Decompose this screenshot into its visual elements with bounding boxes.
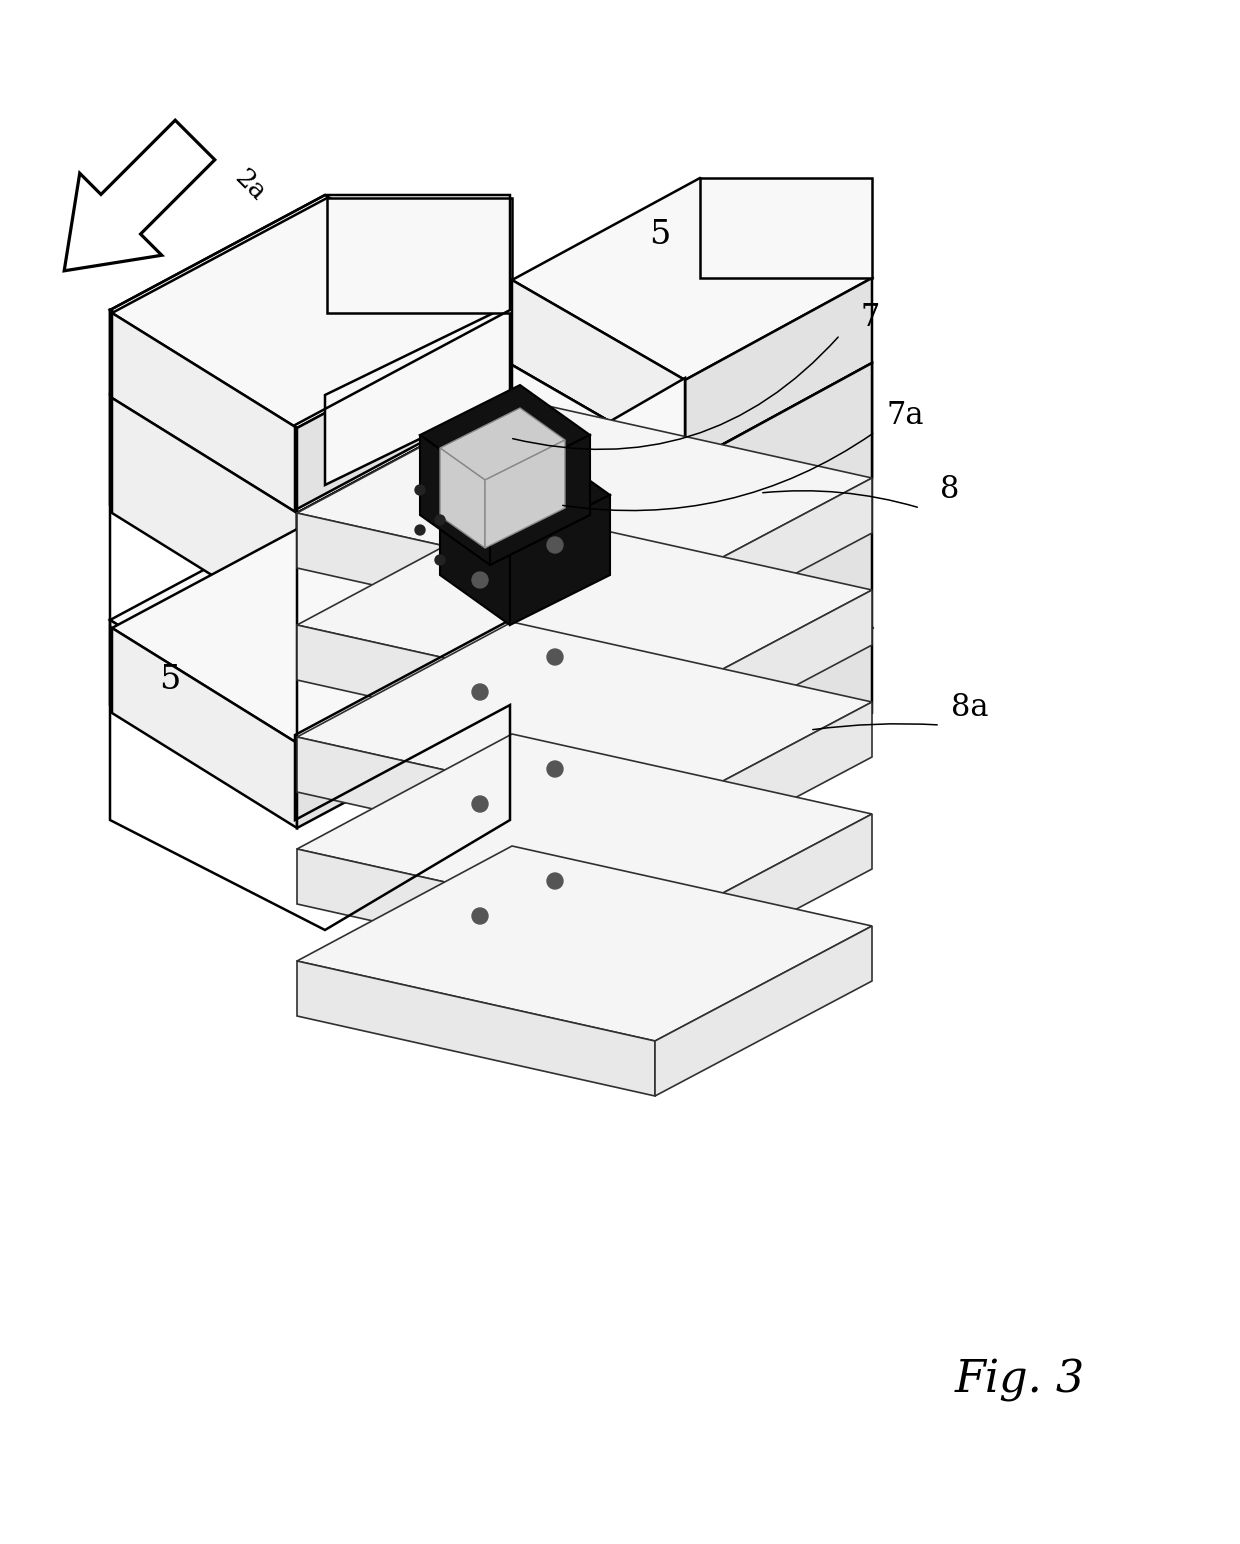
- Text: 5: 5: [650, 219, 671, 252]
- Polygon shape: [327, 198, 512, 313]
- Text: 8a: 8a: [951, 692, 988, 723]
- Polygon shape: [110, 395, 295, 621]
- Polygon shape: [295, 395, 510, 735]
- Circle shape: [415, 485, 425, 496]
- Polygon shape: [512, 364, 684, 730]
- Polygon shape: [298, 510, 872, 706]
- Polygon shape: [512, 279, 684, 465]
- Polygon shape: [655, 479, 872, 648]
- Polygon shape: [490, 435, 590, 565]
- Polygon shape: [298, 513, 655, 648]
- Polygon shape: [298, 622, 872, 817]
- Circle shape: [472, 684, 489, 699]
- Polygon shape: [440, 408, 565, 480]
- Polygon shape: [512, 628, 684, 814]
- Polygon shape: [510, 496, 610, 625]
- Polygon shape: [298, 398, 872, 593]
- Polygon shape: [655, 926, 872, 1096]
- Text: 8: 8: [940, 474, 960, 505]
- Polygon shape: [701, 178, 872, 278]
- Polygon shape: [655, 590, 872, 760]
- Circle shape: [547, 648, 563, 665]
- Polygon shape: [298, 398, 512, 628]
- Polygon shape: [684, 278, 872, 465]
- Polygon shape: [512, 378, 684, 628]
- Text: Fig. 3: Fig. 3: [955, 1359, 1085, 1402]
- Polygon shape: [655, 703, 872, 872]
- Polygon shape: [440, 448, 485, 548]
- Polygon shape: [298, 628, 512, 828]
- Text: 7: 7: [861, 303, 879, 334]
- Polygon shape: [64, 120, 215, 270]
- Polygon shape: [112, 313, 298, 513]
- Polygon shape: [110, 195, 510, 425]
- Circle shape: [435, 554, 445, 565]
- Polygon shape: [110, 310, 295, 510]
- Polygon shape: [420, 435, 490, 565]
- Circle shape: [547, 872, 563, 889]
- Polygon shape: [298, 625, 655, 760]
- Polygon shape: [298, 846, 872, 1041]
- Polygon shape: [298, 398, 512, 743]
- Polygon shape: [485, 440, 565, 548]
- Polygon shape: [298, 736, 655, 872]
- Circle shape: [472, 908, 489, 923]
- Polygon shape: [512, 364, 684, 581]
- Polygon shape: [684, 363, 872, 730]
- Text: 7a: 7a: [887, 400, 924, 431]
- Polygon shape: [420, 384, 590, 485]
- Polygon shape: [512, 528, 872, 729]
- Polygon shape: [298, 849, 655, 984]
- Polygon shape: [684, 363, 872, 581]
- Polygon shape: [112, 198, 512, 428]
- Polygon shape: [110, 505, 510, 735]
- Polygon shape: [295, 621, 510, 820]
- Circle shape: [472, 571, 489, 588]
- Polygon shape: [440, 445, 610, 545]
- Polygon shape: [655, 814, 872, 984]
- Text: 5: 5: [159, 664, 181, 696]
- Polygon shape: [440, 496, 510, 625]
- Polygon shape: [298, 733, 872, 929]
- Polygon shape: [110, 621, 295, 820]
- Text: 2a: 2a: [229, 165, 270, 205]
- Polygon shape: [325, 306, 510, 485]
- Polygon shape: [298, 313, 512, 513]
- Polygon shape: [112, 628, 298, 828]
- Polygon shape: [512, 178, 872, 380]
- Polygon shape: [112, 398, 298, 628]
- Circle shape: [547, 537, 563, 553]
- Circle shape: [547, 761, 563, 777]
- Polygon shape: [298, 960, 655, 1096]
- Polygon shape: [684, 628, 872, 814]
- Polygon shape: [112, 513, 512, 743]
- Circle shape: [435, 516, 445, 525]
- Circle shape: [472, 797, 489, 812]
- Circle shape: [415, 525, 425, 536]
- Polygon shape: [295, 310, 510, 510]
